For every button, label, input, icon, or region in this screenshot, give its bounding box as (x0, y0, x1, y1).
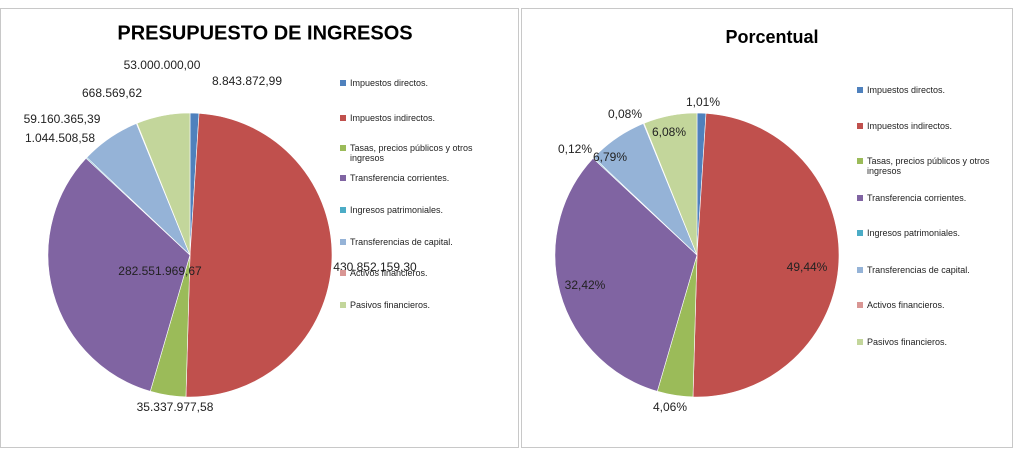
data-label: 668.569,62 (82, 86, 142, 100)
legend-entry: Ingresos patrimoniales. (340, 205, 500, 215)
legend-label: Activos financieros. (867, 300, 945, 310)
pie-slice (692, 112, 840, 398)
legend-swatch (340, 80, 346, 86)
legend-label: Ingresos patrimoniales. (867, 228, 961, 238)
legend-swatch (340, 115, 346, 121)
legend-swatch (340, 207, 346, 213)
legend-entry: Tasas, precios públicos y otros ingresos (340, 143, 500, 163)
legend-label: Pasivos financieros. (867, 337, 948, 347)
legend-label: Tasas, precios públicos y otros ingresos (350, 143, 473, 163)
legend-entry: Tasas, precios públicos y otros ingresos (857, 156, 1013, 176)
legend-entry: Impuestos directos. (340, 78, 500, 88)
data-label: 35.337.977,58 (137, 400, 214, 414)
legend-swatch (340, 239, 346, 245)
legend-entry: Transferencias de capital. (857, 265, 1013, 275)
legend-swatch (340, 270, 346, 276)
data-label: 49,44% (787, 260, 828, 274)
legend-swatch (340, 175, 346, 181)
pie-slice (136, 112, 191, 256)
legend-label: Transferencia corrientes. (867, 193, 967, 203)
data-label: 4,06% (653, 400, 687, 414)
pie-slice (643, 112, 698, 256)
legend-swatch (857, 158, 863, 164)
legend-label: Impuestos directos. (350, 78, 429, 88)
data-label: 6,79% (593, 150, 627, 164)
chart-title: PRESUPUESTO DE INGRESOS (117, 22, 412, 44)
data-label: 8.843.872,99 (212, 74, 282, 88)
pie-slice (47, 157, 191, 392)
legend-swatch (857, 87, 863, 93)
data-label: 430.852.159,30 (333, 260, 417, 274)
legend-swatch (857, 302, 863, 308)
data-label: 53.000.000,00 (124, 58, 201, 72)
legend-label: Impuestos indirectos. (867, 121, 953, 131)
legend-label: Transferencia corrientes. (350, 173, 450, 183)
legend-label: Impuestos directos. (867, 85, 946, 95)
legend-entry: Activos financieros. (857, 300, 1013, 310)
data-label: 32,42% (565, 278, 606, 292)
pie-slice (185, 112, 333, 398)
data-label: 6,08% (652, 125, 686, 139)
legend-swatch (857, 123, 863, 129)
legend-label: Ingresos patrimoniales. (350, 205, 444, 215)
legend-entry: Transferencia corrientes. (340, 173, 500, 183)
chart-panel (0, 8, 519, 448)
data-label: 1.044.508,58 (25, 131, 95, 145)
legend-swatch (857, 230, 863, 236)
legend-entry: Transferencia corrientes. (857, 193, 1013, 203)
legend-label: Tasas, precios públicos y otros ingresos (867, 156, 990, 176)
legend-entry: Pasivos financieros. (857, 337, 1013, 347)
data-label: 0,08% (608, 107, 642, 121)
legend-label: Activos financieros. (350, 268, 428, 278)
legend-entry: Impuestos directos. (857, 85, 1013, 95)
legend-entry: Impuestos indirectos. (340, 113, 500, 123)
legend-entry: Ingresos patrimoniales. (857, 228, 1013, 238)
legend-entry: Activos financieros. (340, 268, 500, 278)
data-label: 59.160.365,39 (24, 112, 101, 126)
data-label: 282.551.969,67 (118, 264, 202, 278)
data-label: 0,12% (558, 142, 592, 156)
legend-swatch (857, 339, 863, 345)
pie-slice (554, 157, 698, 392)
legend-entry: Impuestos indirectos. (857, 121, 1013, 131)
legend-entry: Transferencias de capital. (340, 237, 500, 247)
legend-label: Transferencias de capital. (867, 265, 970, 275)
legend-swatch (857, 267, 863, 273)
legend-swatch (340, 302, 346, 308)
legend-entry: Pasivos financieros. (340, 300, 500, 310)
legend-label: Pasivos financieros. (350, 300, 431, 310)
legend-label: Transferencias de capital. (350, 237, 453, 247)
data-label: 1,01% (686, 95, 720, 109)
legend-swatch (340, 145, 346, 151)
legend-label: Impuestos indirectos. (350, 113, 436, 123)
chart-title: Porcentual (725, 27, 818, 47)
legend-swatch (857, 195, 863, 201)
